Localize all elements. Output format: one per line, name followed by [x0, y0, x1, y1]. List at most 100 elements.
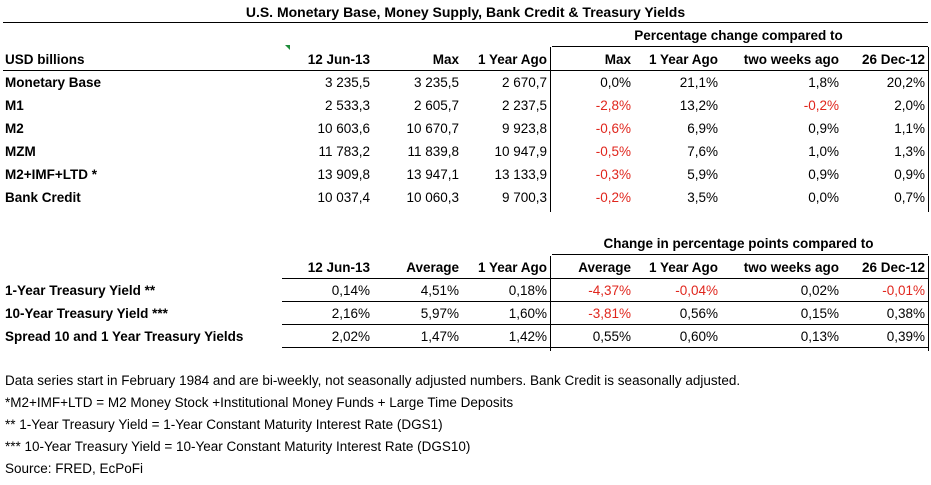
monetary-cell: 10 037,4	[317, 190, 370, 205]
monetary-cell: 0,0%	[808, 190, 839, 205]
treasury-header-underline	[282, 278, 928, 279]
monetary-cell: 2 237,5	[501, 98, 547, 113]
monetary-cell: 5,9%	[687, 167, 718, 182]
monetary-row-label: M2+IMF+LTD *	[5, 167, 98, 182]
footnote-line: Source: FRED, EcPoFi	[5, 461, 144, 476]
monetary-cell: 1,1%	[894, 121, 925, 136]
monetary-cell: 13 909,8	[317, 167, 370, 182]
treasury-row-divider	[282, 324, 928, 325]
monetary-cell: 1,8%	[808, 75, 839, 90]
treasury-cell: 0,13%	[800, 329, 839, 344]
monetary-cell: 10 603,6	[317, 121, 370, 136]
footnote-line: *** 10-Year Treasury Yield = 10-Year Con…	[5, 439, 471, 454]
footnote-line: *M2+IMF+LTD = M2 Money Stock +Institutio…	[5, 395, 514, 410]
treasury-group-underline	[552, 254, 928, 255]
treasury-column-divider	[928, 256, 929, 351]
treasury-cell: 2,02%	[331, 329, 370, 344]
monetary-cell: 13 133,9	[494, 167, 547, 182]
monetary-cell: 10 060,3	[406, 190, 459, 205]
treasury-cell: 0,56%	[679, 306, 718, 321]
monetary-cell: 1,3%	[894, 144, 925, 159]
monetary-group-underline	[552, 46, 928, 47]
monetary-cell: 7,6%	[687, 144, 718, 159]
treasury-cell: 1,42%	[508, 329, 547, 344]
monetary-cell: 2 533,3	[324, 98, 370, 113]
treasury-cell: 0,15%	[800, 306, 839, 321]
treasury-cell: 0,60%	[679, 329, 718, 344]
monetary-cell: -0,6%	[595, 121, 631, 136]
monetary-cell: 0,9%	[808, 167, 839, 182]
monetary-cell: 2,0%	[894, 98, 925, 113]
treasury-column-header: Average	[406, 260, 459, 275]
monetary-column-header: 12 Jun-13	[307, 52, 370, 67]
page-title: U.S. Monetary Base, Money Supply, Bank C…	[245, 4, 686, 20]
monetary-cell: -0,3%	[595, 167, 631, 182]
monetary-cell: 20,2%	[886, 75, 925, 90]
monetary-cell: -2,8%	[595, 98, 631, 113]
treasury-cell: 5,97%	[420, 306, 459, 321]
monetary-row-label: Monetary Base	[5, 75, 102, 90]
treasury-column-divider	[550, 256, 551, 351]
treasury-cell: -4,37%	[588, 283, 631, 298]
monetary-cell: -0,2%	[803, 98, 839, 113]
monetary-column-header: Max	[432, 52, 459, 67]
treasury-cell: -0,04%	[675, 283, 718, 298]
treasury-group-header: Change in percentage points compared to	[603, 236, 874, 251]
monetary-column-header: 1 Year Ago	[648, 52, 718, 67]
monetary-cell: 13 947,1	[406, 167, 459, 182]
monetary-cell: 1,0%	[808, 144, 839, 159]
monetary-cell: 0,7%	[894, 190, 925, 205]
monetary-cell: 9 923,8	[501, 121, 547, 136]
treasury-column-header: 26 Dec-12	[861, 260, 925, 275]
treasury-cell: 0,02%	[800, 283, 839, 298]
monetary-cell: 3 235,5	[324, 75, 370, 90]
footnote-line: ** 1-Year Treasury Yield = 1-Year Consta…	[5, 417, 443, 432]
treasury-cell: 2,16%	[331, 306, 370, 321]
monetary-cell: 11 839,8	[407, 144, 459, 159]
treasury-cell: -3,81%	[588, 306, 631, 321]
treasury-row-label: Spread 10 and 1 Year Treasury Yields	[5, 329, 244, 344]
monetary-row-label: Bank Credit	[5, 190, 81, 205]
treasury-cell: 0,39%	[886, 329, 925, 344]
treasury-row-divider	[282, 347, 928, 348]
treasury-cell: -0,01%	[882, 283, 925, 298]
treasury-row-label: 10-Year Treasury Yield ***	[5, 306, 168, 321]
monetary-cell: 0,9%	[894, 167, 925, 182]
monetary-cell: 2 605,7	[413, 98, 459, 113]
treasury-column-header: 1 Year Ago	[477, 260, 547, 275]
monetary-cell: 3 235,5	[413, 75, 459, 90]
treasury-column-header: two weeks ago	[743, 260, 839, 275]
treasury-cell: 1,60%	[508, 306, 547, 321]
footnote-line: Data series start in February 1984 and a…	[5, 373, 741, 388]
monetary-cell: 0,0%	[600, 75, 631, 90]
treasury-row-divider	[282, 301, 928, 302]
monetary-column-header: Max	[604, 52, 631, 67]
monetary-cell: 0,9%	[808, 121, 839, 136]
monetary-column-header: 1 Year Ago	[477, 52, 547, 67]
monetary-cell: 10 670,7	[406, 121, 459, 136]
monetary-cell: 21,1%	[679, 75, 718, 90]
monetary-group-header: Percentage change compared to	[634, 28, 843, 43]
treasury-row-label: 1-Year Treasury Yield **	[5, 283, 156, 298]
monetary-row-label: MZM	[5, 144, 36, 159]
monetary-cell: 13,2%	[679, 98, 718, 113]
monetary-column-divider	[550, 47, 551, 212]
title-underline	[3, 22, 928, 23]
monetary-column-header: two weeks ago	[743, 52, 839, 67]
monetary-cell: 9 700,3	[501, 190, 547, 205]
treasury-cell: 0,55%	[592, 329, 631, 344]
monetary-header-underline	[3, 70, 928, 71]
comment-marker-icon	[285, 45, 290, 50]
treasury-column-header: 12 Jun-13	[307, 260, 370, 275]
monetary-cell: 2 670,7	[501, 75, 547, 90]
treasury-cell: 0,18%	[508, 283, 547, 298]
monetary-cell: -0,5%	[595, 144, 631, 159]
treasury-column-header: 1 Year Ago	[648, 260, 718, 275]
monetary-cell: -0,2%	[595, 190, 631, 205]
monetary-row-label: M2	[5, 121, 24, 136]
treasury-column-header: Average	[578, 260, 631, 275]
monetary-column-divider	[928, 47, 929, 212]
treasury-cell: 4,51%	[420, 283, 459, 298]
monetary-cell: 3,5%	[687, 190, 718, 205]
monetary-cell: 10 947,9	[494, 144, 547, 159]
